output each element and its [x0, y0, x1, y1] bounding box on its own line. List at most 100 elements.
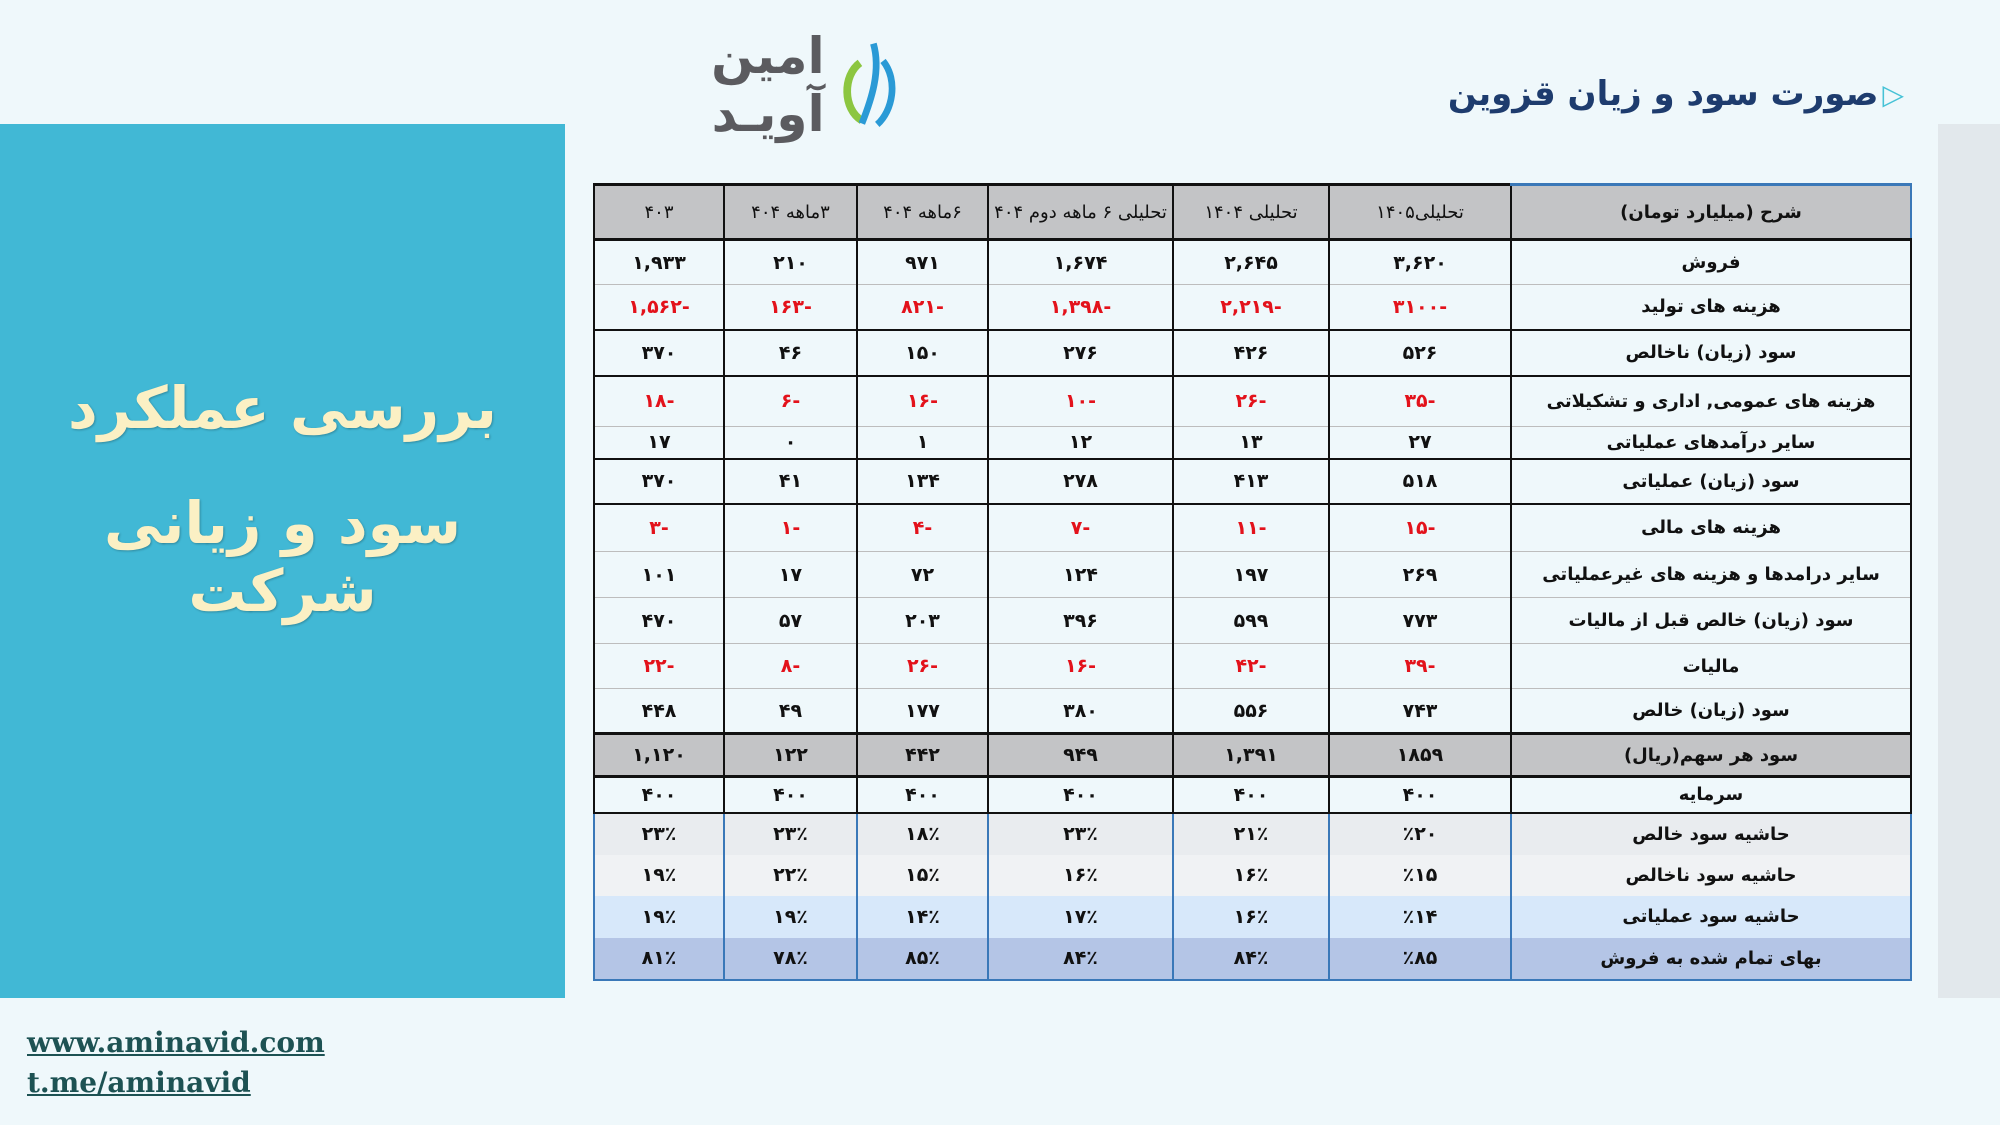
- row-label: هزینه های مالی: [1510, 503, 1912, 552]
- table-cell: ۲۳٪: [987, 812, 1174, 855]
- row-label: سود (زیان) عملیاتی: [1510, 458, 1912, 505]
- table-cell: -۱: [723, 503, 858, 552]
- row-label: سایر درامدها و هزینه های غیرعملیاتی: [1510, 551, 1912, 598]
- table-row: هزینه های عمومی, اداری و تشکیلاتی -۳۵ -۲۶-…: [593, 375, 1912, 427]
- table-cell: ۹۴۹: [987, 732, 1174, 778]
- table-cell: ۸۱٪: [593, 937, 725, 981]
- table-cell: -۱۶: [987, 643, 1174, 689]
- table-cell: ۱۷٪: [987, 895, 1174, 938]
- table-cell: ۱۵۰: [856, 329, 989, 377]
- table-cell: ۴۰۰: [723, 776, 858, 814]
- table-cell: ۴۷۰: [593, 597, 725, 644]
- table-cell: ٪۸۵: [1328, 937, 1512, 981]
- table-cell: -۷: [987, 503, 1174, 552]
- table-row: هزینه های مالی -۱۵ -۱۱ -۷ -۴ -۱ -۳: [593, 503, 1912, 552]
- table-cell: -۳۱۰۰: [1328, 284, 1512, 331]
- table-cell: ۴۲۶: [1172, 329, 1330, 377]
- row-label: سود (زیان) خالص: [1510, 688, 1912, 735]
- table-cell: ۵۲۶: [1328, 329, 1512, 377]
- logo-mark-icon: [843, 42, 896, 127]
- table-cell: -۳: [593, 503, 725, 552]
- table-cell: ۵۵۶: [1172, 688, 1330, 735]
- table-row: سرمایه ۴۰۰ ۴۰۰ ۴۰۰ ۴۰۰ ۴۰۰ ۴۰۰: [593, 776, 1912, 814]
- table-cell: ۱۳۴: [856, 458, 989, 505]
- table-cell: ۱۲۲: [723, 732, 858, 778]
- table-cell: ۳۷۰: [593, 329, 725, 377]
- table-cell: ۱۷۷: [856, 688, 989, 735]
- table-cell: -۳۵: [1328, 375, 1512, 427]
- page-title: ▷ صورت سود و زیان قزوین: [1448, 74, 1904, 114]
- table-row: سود (زیان) خالص ۷۴۳ ۵۵۶ ۳۸۰ ۱۷۷ ۴۹ ۴۴۸: [593, 688, 1912, 735]
- table-row: هزینه های تولید -۳۱۰۰ -۲,۲۱۹ -۱,۳۹۸ -۸۲۱ -۱۶۳…: [593, 284, 1912, 331]
- table-cell: ۹۷۱: [856, 239, 989, 285]
- table-cell: ٪۲۰: [1328, 812, 1512, 855]
- table-row: بهای تمام شده به فروش ٪۸۵ ۸۴٪ ۸۴٪ ۸۵٪ ۷۸٪ ۸۱٪: [593, 937, 1912, 981]
- table-cell: ۵۹۹: [1172, 597, 1330, 644]
- table-cell: ۴۹: [723, 688, 858, 735]
- table-cell: ٪۱۵: [1328, 854, 1512, 896]
- table-cell: ۳,۶۲۰: [1328, 239, 1512, 285]
- table-cell: ۲۷: [1328, 426, 1512, 460]
- table-cell: ۱۹۷: [1172, 551, 1330, 598]
- table-cell: -۶: [723, 375, 858, 427]
- table-cell: -۱۰: [987, 375, 1174, 427]
- table-cell: ۱,۳۹۱: [1172, 732, 1330, 778]
- table-cell: ۲۱۰: [723, 239, 858, 285]
- table-cell: ۲۷۶: [987, 329, 1174, 377]
- table-cell: -۸: [723, 643, 858, 689]
- table-cell: ۴۰۰: [987, 776, 1174, 814]
- table-cell: ۱,۶۷۴: [987, 239, 1174, 285]
- table-cell: ۴۰۰: [593, 776, 725, 814]
- table-cell: ۵۱۸: [1328, 458, 1512, 505]
- table-row: حاشیه سود عملیاتی ٪۱۴ ۱۶٪ ۱۷٪ ۱۴٪ ۱۹٪ ۱۹٪: [593, 895, 1912, 938]
- logo: امین آویـد: [590, 27, 900, 143]
- table-row: سایر درآمدهای عملیاتی ۲۷ ۱۳ ۱۲ ۱ ۰ ۱۷: [593, 426, 1912, 460]
- table-cell: ۴۰۰: [856, 776, 989, 814]
- table-cell: ۲۳٪: [593, 812, 725, 855]
- row-label: حاشیه سود عملیاتی: [1510, 895, 1912, 938]
- table-cell: ۲۱٪: [1172, 812, 1330, 855]
- table-cell: ۳۹۶: [987, 597, 1174, 644]
- column-header: تحلیلی ۶ ماهه دوم ۴۰۴: [987, 183, 1174, 241]
- table-cell: ۱۴٪: [856, 895, 989, 938]
- table-cell: ۷۲: [856, 551, 989, 598]
- column-header: ۴۰۳: [593, 183, 725, 241]
- row-label: سود هر سهم(ریال): [1510, 732, 1912, 778]
- table-cell: ۰: [723, 426, 858, 460]
- row-label: بهای تمام شده به فروش: [1510, 937, 1912, 981]
- right-decorative-strip: [1938, 124, 2000, 998]
- table-cell: ۴۱: [723, 458, 858, 505]
- table-cell: -۱,۵۶۲: [593, 284, 725, 331]
- table-cell: ۱۸۵۹: [1328, 732, 1512, 778]
- table-row: سود (زیان) ناخالص ۵۲۶ ۴۲۶ ۲۷۶ ۱۵۰ ۴۶ ۳۷۰: [593, 329, 1912, 377]
- table-cell: ۱۲: [987, 426, 1174, 460]
- triangle-bullet-icon: ▷: [1882, 77, 1904, 111]
- table-cell: ۸۴٪: [987, 937, 1174, 981]
- header-description: شرح (میلیارد تومان): [1510, 183, 1912, 241]
- table-cell: ۱۵٪: [856, 854, 989, 896]
- website-link[interactable]: www.aminavid.com: [27, 1026, 325, 1059]
- table-row: سایر درامدها و هزینه های غیرعملیاتی ۲۶۹ ۱۹…: [593, 551, 1912, 598]
- table-cell: -۱,۳۹۸: [987, 284, 1174, 331]
- row-label: حاشیه سود ناخالص: [1510, 854, 1912, 896]
- table-row: حاشیه سود خالص ٪۲۰ ۲۱٪ ۲۳٪ ۱۸٪ ۲۳٪ ۲۳٪: [593, 812, 1912, 855]
- table-cell: ۲,۶۴۵: [1172, 239, 1330, 285]
- row-label: فروش: [1510, 239, 1912, 285]
- table-cell: ۱۳: [1172, 426, 1330, 460]
- table-cell: ۱۹٪: [723, 895, 858, 938]
- table-cell: ۱۷: [593, 426, 725, 460]
- table-header-row: شرح (میلیارد تومان) تحلیلی۱۴۰۵ تحلیلی ۱۴۰۴…: [593, 183, 1912, 241]
- row-label: حاشیه سود خالص: [1510, 812, 1912, 855]
- table-cell: ۵۷: [723, 597, 858, 644]
- table-cell: -۸۲۱: [856, 284, 989, 331]
- row-label: هزینه های عمومی, اداری و تشکیلاتی: [1510, 375, 1912, 427]
- table-cell: ۱۶٪: [1172, 895, 1330, 938]
- left-panel: بررسی عملکرد سود و زیانی شرکت: [0, 124, 565, 998]
- table-cell: ۱۸٪: [856, 812, 989, 855]
- panel-heading-line1: بررسی عملکرد: [68, 374, 497, 442]
- table-cell: ۱۶٪: [1172, 854, 1330, 896]
- table-cell: ۲۲٪: [723, 854, 858, 896]
- table-cell: ۱۲۴: [987, 551, 1174, 598]
- telegram-link[interactable]: t.me/aminavid: [27, 1066, 251, 1099]
- table-cell: ۴۴۲: [856, 732, 989, 778]
